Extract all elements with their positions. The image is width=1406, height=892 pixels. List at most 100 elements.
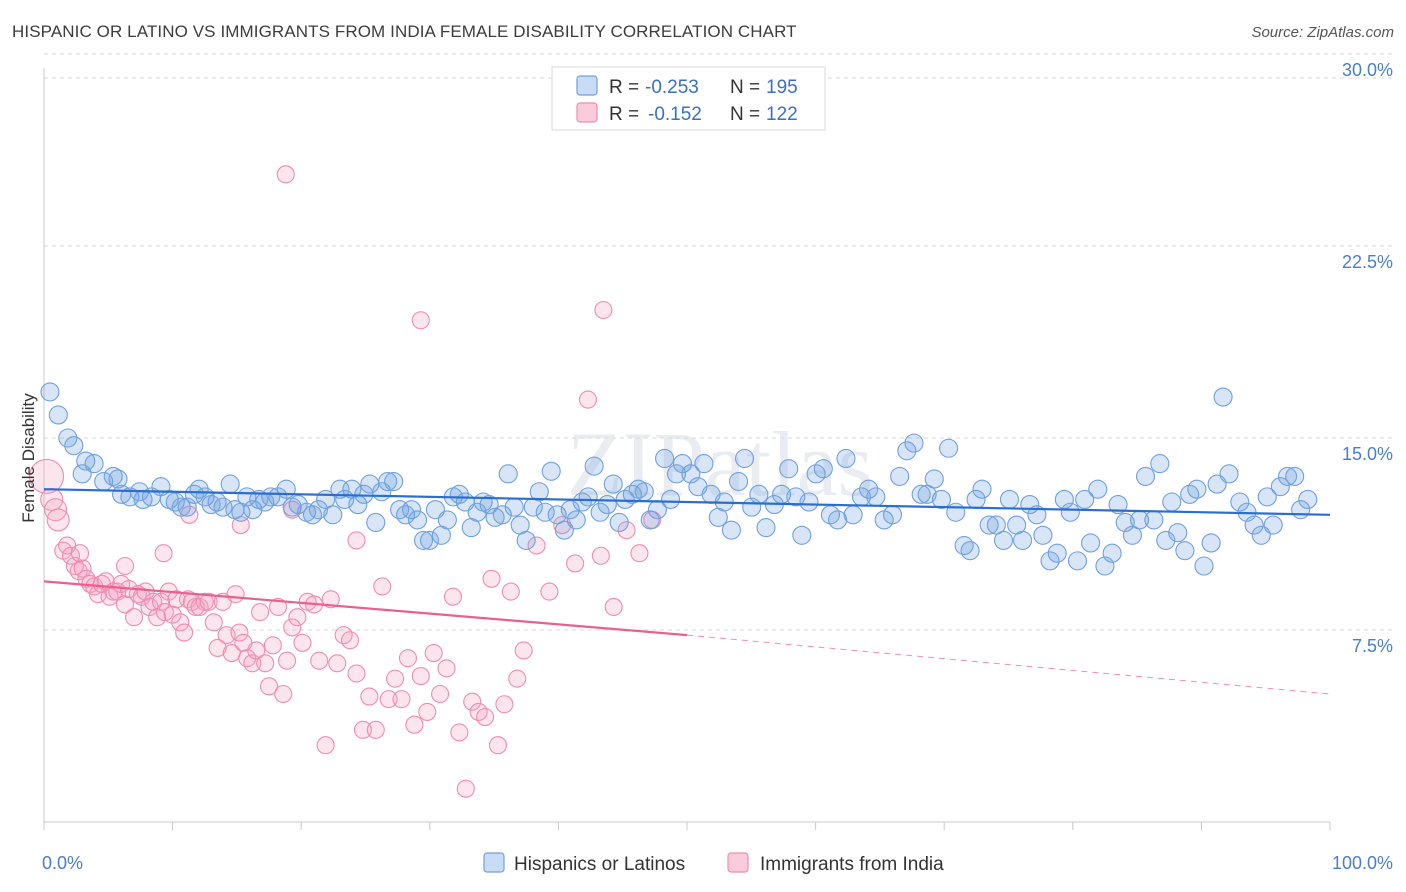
- hispanic-point: [108, 469, 128, 489]
- hispanic-point: [1067, 551, 1088, 571]
- y-tick-label-0: 7.5%: [1352, 636, 1393, 656]
- india-point: [630, 544, 649, 563]
- india-point: [310, 651, 329, 670]
- hispanic-point: [954, 535, 974, 556]
- hispanic-point: [541, 461, 561, 481]
- india-point: [73, 559, 92, 578]
- hispanic-point: [836, 448, 856, 469]
- hispanic-point: [378, 471, 398, 492]
- hispanic-point: [721, 520, 741, 540]
- hispanic-point: [485, 507, 505, 527]
- hispanic-point: [660, 489, 681, 509]
- hispanic-point: [939, 438, 959, 458]
- hispanic-point: [1230, 492, 1250, 512]
- india-point: [488, 736, 508, 755]
- india-point: [501, 582, 520, 601]
- hispanic-point: [609, 512, 629, 533]
- hispanic-point: [1257, 487, 1277, 507]
- hispanic-point: [407, 510, 428, 530]
- india-point: [175, 623, 194, 642]
- hispanic-point: [1027, 505, 1047, 525]
- hispanic-point: [504, 497, 524, 517]
- hispanic-point: [261, 487, 281, 507]
- y-tick-labels: 7.5% 15.0% 22.5% 30.0%: [1342, 60, 1393, 656]
- hispanic-point: [993, 530, 1014, 550]
- hispanic-point: [1175, 541, 1195, 561]
- india-point: [204, 613, 223, 632]
- hispanic-point: [437, 510, 457, 530]
- hispanic-trend-line: [43, 488, 1331, 516]
- india-point: [398, 649, 417, 668]
- india-point: [508, 669, 527, 688]
- legend-r-label-1: R =: [609, 77, 639, 98]
- hispanic-point: [1040, 551, 1060, 571]
- hispanic-point: [972, 479, 992, 499]
- hispanic-point: [960, 541, 980, 561]
- hispanic-point: [1102, 543, 1122, 563]
- y-tick-label-1: 15.0%: [1342, 444, 1393, 464]
- legend-n-label-1: N =: [730, 77, 760, 98]
- hispanic-point: [165, 492, 185, 512]
- legend-n-value-2: 122: [766, 104, 798, 125]
- india-point: [495, 695, 514, 714]
- bottom-legend-india: Immigrants from India: [760, 854, 944, 875]
- hispanic-point: [1298, 489, 1318, 509]
- india-point: [46, 508, 70, 532]
- hispanic-point: [1081, 533, 1101, 553]
- india-point: [171, 613, 190, 632]
- legend-swatch-pink: [576, 102, 598, 123]
- india-point: [321, 590, 340, 609]
- india-point: [443, 587, 462, 606]
- hispanic-point: [1033, 525, 1053, 545]
- hispanic-point: [84, 454, 104, 474]
- hispanic-points: [40, 382, 1318, 576]
- hispanic-point: [640, 510, 660, 530]
- hispanic-point: [917, 484, 937, 504]
- hispanic-point: [779, 459, 799, 479]
- hispanic-point: [268, 487, 288, 507]
- hispanic-point: [1075, 489, 1095, 509]
- india-point: [70, 544, 90, 563]
- hispanic-point: [578, 487, 598, 507]
- hispanic-point: [64, 436, 84, 456]
- hispanic-point: [1244, 515, 1264, 535]
- india-point: [341, 631, 360, 650]
- india-point: [190, 597, 209, 617]
- hispanic-point: [1194, 556, 1214, 576]
- india-point: [195, 592, 214, 611]
- india-point: [527, 536, 546, 555]
- india-point: [144, 592, 163, 611]
- legend-swatch-blue: [576, 75, 598, 96]
- hispanic-point: [1162, 492, 1182, 512]
- hispanic-point: [1277, 466, 1298, 486]
- india-point: [366, 720, 385, 739]
- india-point: [578, 390, 598, 409]
- bottom-legend-hispanic: Hispanics or Latinos: [514, 854, 685, 875]
- hispanic-point: [1060, 502, 1080, 522]
- hispanic-point: [946, 502, 966, 522]
- india-point: [360, 687, 379, 706]
- hispanic-point: [792, 525, 812, 545]
- india-point: [514, 641, 533, 660]
- india-point: [431, 684, 450, 704]
- india-point: [154, 544, 173, 563]
- hispanic-point: [890, 466, 910, 486]
- y-axis-title: Female Disability: [19, 393, 38, 523]
- y-tick-label-2: 22.5%: [1342, 252, 1393, 272]
- hispanic-point: [402, 500, 422, 520]
- india-point: [591, 546, 610, 565]
- hispanic-point: [1187, 479, 1207, 499]
- india-point: [247, 641, 266, 660]
- india-point: [288, 608, 307, 627]
- hispanic-point: [1156, 530, 1176, 550]
- hispanic-point: [171, 497, 191, 517]
- india-point: [476, 707, 495, 727]
- hispanic-point: [749, 484, 769, 504]
- india-point: [328, 654, 347, 673]
- legend-r-value-2: -0.152: [648, 104, 702, 125]
- hispanic-point: [308, 500, 329, 520]
- hispanic-point: [590, 502, 610, 522]
- india-point: [276, 165, 295, 184]
- hispanic-point: [904, 433, 924, 453]
- y-tick-label-3: 30.0%: [1342, 60, 1393, 80]
